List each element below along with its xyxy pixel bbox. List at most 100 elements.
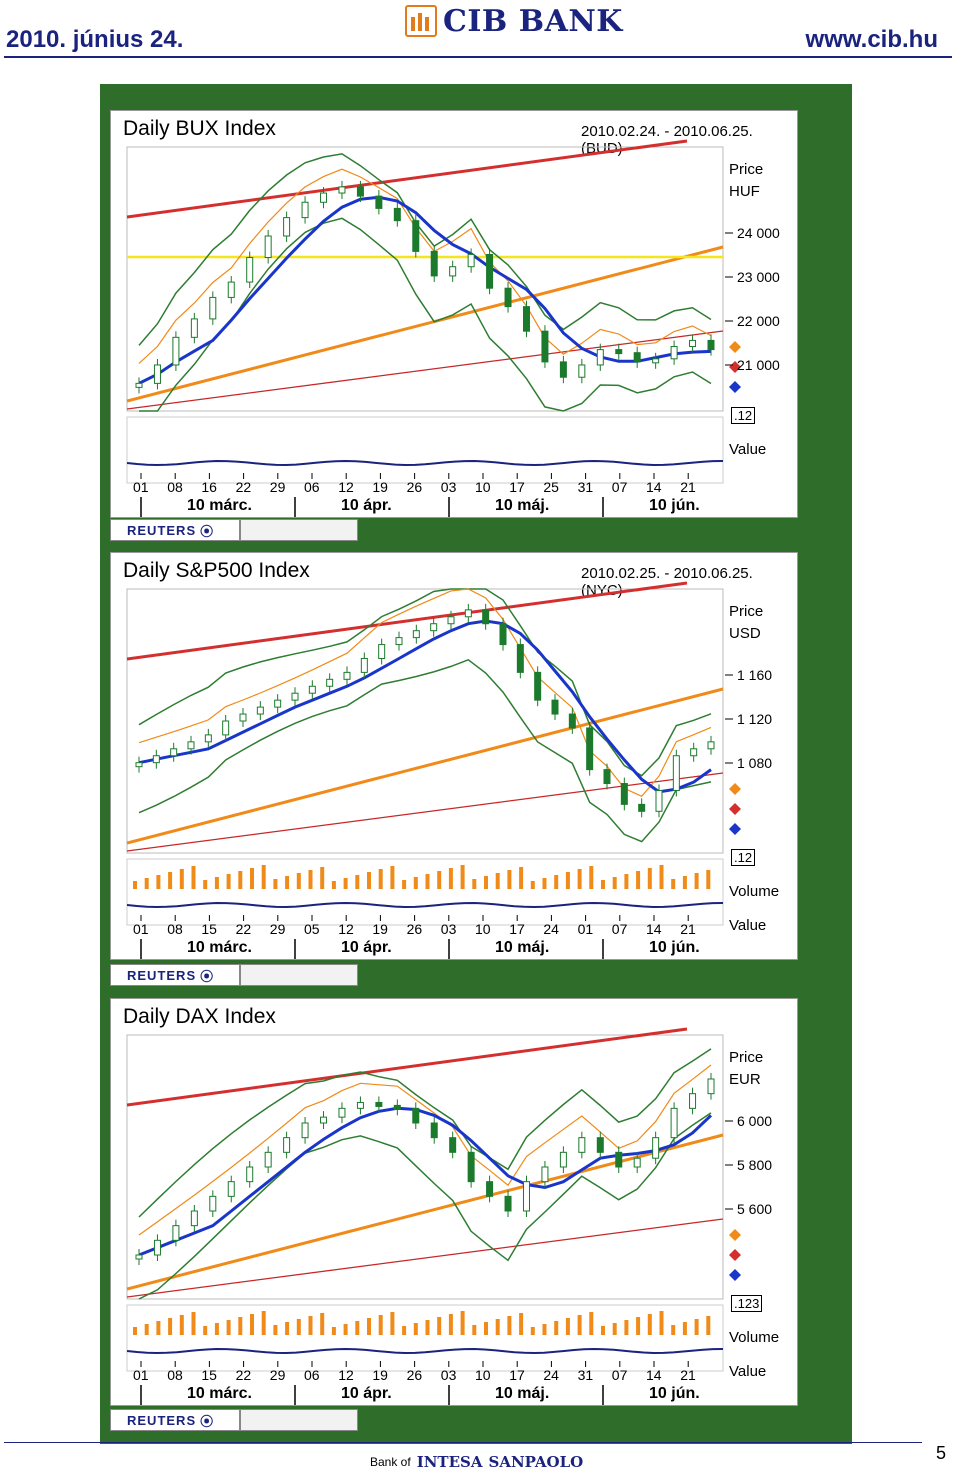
day-tick-label: 24 [543,921,559,937]
candle-body [620,783,628,805]
day-tick-label: 07 [611,1367,628,1383]
footer-divider [4,1442,922,1443]
candle-body [204,734,212,743]
month-label: 10 ápr. [341,497,392,514]
value-line [126,901,724,909]
volume-bar [659,865,664,889]
price-tick-label: 1 120 [737,711,773,727]
candle-body [522,1181,530,1212]
day-tick-label: 22 [235,479,252,495]
month-label: 10 márc. [187,939,252,956]
bollinger-lower-band [138,658,712,843]
candle-body [541,330,549,363]
day-tick-label: 21 [680,1367,696,1383]
volume-bar [484,876,488,889]
month-label: 10 márc. [187,497,252,514]
support-trendline [126,687,724,845]
candle-body [482,609,490,625]
candle-body [190,1210,198,1227]
reuters-logo: REUTERS ⦿ [110,1409,240,1431]
slow-moving-average [138,588,712,798]
axis-marker-icon [729,1269,741,1281]
volume-bar [437,871,442,889]
volume-bar [530,881,535,889]
candle-body [209,296,217,320]
volume-bar [367,1318,371,1335]
website-link[interactable]: www.cib.hu [805,26,938,53]
day-tick-label: 22 [235,1367,252,1383]
volume-bar [144,878,149,889]
day-tick-label: 29 [269,921,286,937]
volume-bar [694,873,699,889]
volume-bar [577,869,582,889]
currency-label: HUF [729,183,760,200]
day-tick-label: 08 [167,1367,183,1383]
volume-bar [624,1320,629,1335]
volume-bar [472,879,477,889]
volume-bar [214,877,219,889]
volume-bar [542,1324,547,1335]
lower-pane-label: Volume [729,883,780,900]
axis-marker-icon [729,823,741,835]
price-tick-label: 6 000 [737,1113,773,1129]
reuters-bar [240,519,358,541]
volume-bar [612,877,617,889]
volume-bar [355,1321,360,1335]
volume-bar [530,1327,535,1335]
day-tick-label: 19 [372,921,388,937]
volume-bar [425,874,430,889]
candle-body [393,1104,401,1110]
day-tick-label: 17 [509,921,525,937]
candle-body [301,1122,309,1139]
day-tick-label: 01 [577,921,594,937]
candle-body [135,382,143,388]
volume-bar [413,877,418,889]
candle-body [690,748,698,757]
candle-body [464,609,472,618]
candle-body [689,1093,697,1109]
candle-body [652,358,660,364]
candle-body [655,789,663,812]
volume-bar [612,1323,617,1335]
resistance-trendline [126,1027,688,1107]
volume-bar [519,867,524,889]
candle-body [447,616,455,625]
moving-average-line [138,195,712,385]
candle-body [578,364,586,378]
candle-body [412,220,420,252]
chart-title: Daily BUX Index [123,117,276,140]
day-tick-label: 06 [304,1367,320,1383]
volume-bar [472,1325,477,1335]
reuters-bar [240,1409,358,1431]
lower-pane-label: Value [729,441,767,458]
candle-body [596,1137,604,1153]
candle-body [586,727,594,771]
price-axis-label: Price [729,603,764,620]
price-tick-label: 22 000 [737,313,780,329]
volume-bar [636,1317,641,1335]
plot-area [126,588,724,854]
cib-logo[interactable]: CIB BANK [405,2,623,40]
volume-bar [296,873,301,889]
support-trendline [126,245,724,403]
lower-pane [126,1304,724,1372]
day-tick-label: 29 [269,1367,286,1383]
candle-body [360,657,368,673]
candle-body [283,1137,291,1153]
candle-body [638,803,646,812]
lower-pane-label: Value [729,917,767,934]
candle-body [596,349,604,366]
volume-bar [694,1319,699,1335]
day-tick-label: 03 [440,479,457,495]
day-tick-label: 14 [646,1367,662,1383]
day-tick-label: 31 [577,479,594,495]
candle-body [541,1166,549,1183]
candle-body [291,692,299,701]
candle-body [135,762,143,768]
candle-body [672,755,680,791]
candle-body [283,217,291,237]
candle-body [246,1166,254,1183]
candle-body [375,1101,383,1107]
volume-bar [519,1313,524,1335]
volume-bar [659,1311,664,1335]
